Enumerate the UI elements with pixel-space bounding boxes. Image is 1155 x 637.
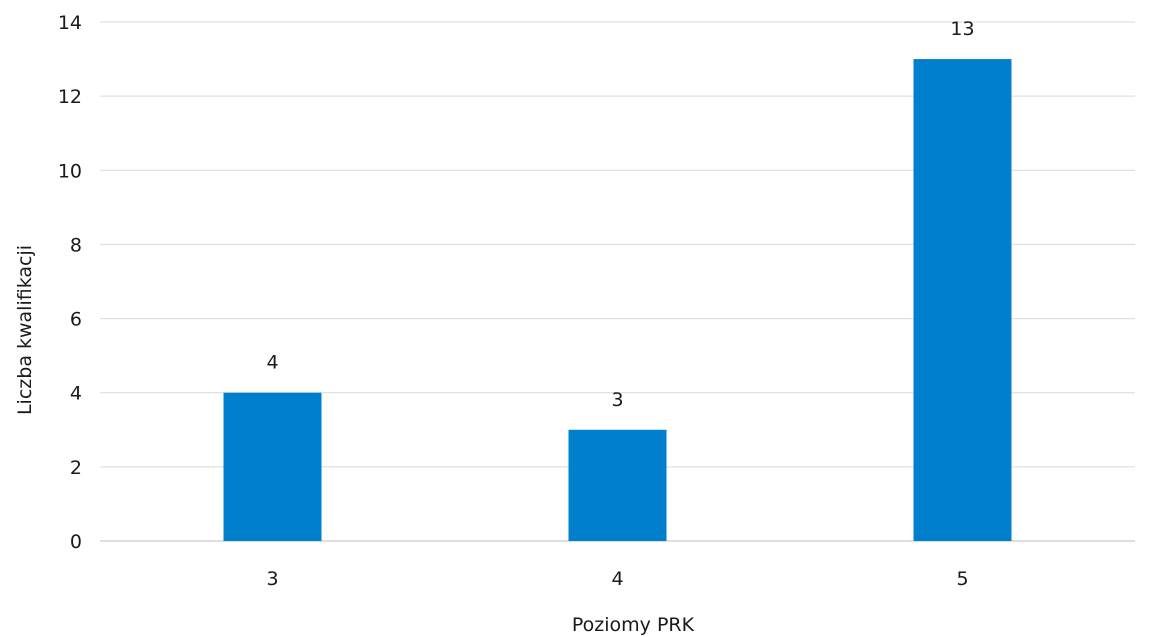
data-label: 13 (950, 18, 974, 40)
data-label: 3 (611, 389, 623, 411)
y-tick-label: 6 (70, 309, 82, 331)
x-tick-label: 5 (956, 568, 968, 590)
data-labels: 4 3 13 (266, 18, 974, 411)
y-tick-label: 10 (58, 160, 82, 182)
x-axis-title: Poziomy PRK (572, 614, 695, 636)
y-tick-label: 2 (70, 457, 82, 479)
y-tick-label: 8 (70, 234, 82, 256)
y-tick-label: 0 (70, 531, 82, 553)
y-axis-title: Liczba kwalifikacji (14, 245, 36, 415)
y-tick-label: 12 (58, 86, 82, 108)
x-axis-ticks: 3 4 5 (266, 568, 968, 590)
bar-3 (223, 392, 322, 541)
y-tick-label: 14 (58, 12, 82, 34)
y-tick-label: 4 (70, 383, 82, 405)
data-label: 4 (266, 352, 278, 374)
y-axis-ticks: 0 2 4 6 8 10 12 14 (58, 12, 82, 553)
x-tick-label: 3 (266, 568, 278, 590)
bar-4 (568, 429, 667, 541)
bar-5 (913, 59, 1012, 541)
bars (223, 59, 1012, 541)
x-tick-label: 4 (611, 568, 623, 590)
